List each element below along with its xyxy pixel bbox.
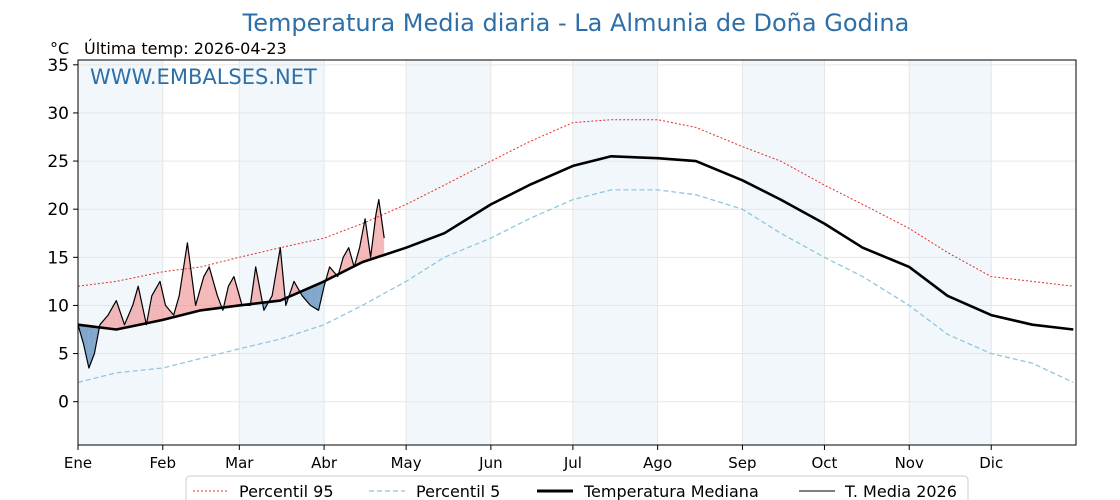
month-band bbox=[239, 60, 324, 445]
y-ticks: 0 5 10 15 20 25 30 35 bbox=[47, 56, 78, 413]
legend: Percentil 95 Percentil 5 Temperatura Med… bbox=[186, 476, 968, 500]
chart-title: Temperatura Media diaria - La Almunia de… bbox=[242, 9, 910, 37]
y-tick-label: 5 bbox=[58, 345, 69, 365]
legend-label-p95: Percentil 95 bbox=[239, 482, 334, 500]
legend-label-p5: Percentil 5 bbox=[416, 482, 500, 500]
x-tick-label: Dic bbox=[979, 454, 1003, 472]
x-tick-label: Ago bbox=[643, 454, 672, 472]
y-tick-label: 15 bbox=[47, 248, 69, 268]
month-band bbox=[406, 60, 491, 445]
month-band bbox=[742, 60, 824, 445]
x-ticks: Ene Feb Mar Abr May Jun Jul Ago Sep Oct Nov Dic bbox=[64, 445, 1003, 472]
month-band bbox=[573, 60, 658, 445]
month-band bbox=[909, 60, 991, 445]
x-tick-label: Jul bbox=[563, 454, 582, 472]
x-tick-label: Abr bbox=[311, 454, 338, 472]
watermark: WWW.EMBALSES.NET bbox=[90, 65, 317, 89]
y-tick-label: 10 bbox=[47, 296, 69, 316]
month-band bbox=[78, 60, 163, 445]
last-temp-label: Última temp: 2026-04-23 bbox=[84, 39, 287, 58]
y-tick-label: 0 bbox=[58, 393, 69, 413]
y-tick-label: 25 bbox=[47, 152, 69, 172]
month-bands bbox=[78, 60, 991, 445]
legend-label-median: Temperatura Mediana bbox=[583, 482, 759, 500]
y-tick-label: 20 bbox=[47, 200, 69, 220]
x-tick-label: Nov bbox=[895, 454, 924, 472]
y-tick-label: 35 bbox=[47, 56, 69, 76]
x-tick-label: Mar bbox=[225, 454, 254, 472]
y-tick-label: 30 bbox=[47, 104, 69, 124]
x-tick-label: Sep bbox=[728, 454, 756, 472]
x-tick-label: Jun bbox=[478, 454, 502, 472]
legend-label-2026: T. Media 2026 bbox=[844, 482, 957, 500]
anomaly-fill-warm bbox=[204, 267, 209, 310]
x-tick-label: Oct bbox=[811, 454, 837, 472]
x-tick-label: May bbox=[391, 454, 422, 472]
x-tick-label: Ene bbox=[64, 454, 92, 472]
x-tick-label: Feb bbox=[149, 454, 176, 472]
y-unit-label: °C bbox=[50, 39, 69, 58]
